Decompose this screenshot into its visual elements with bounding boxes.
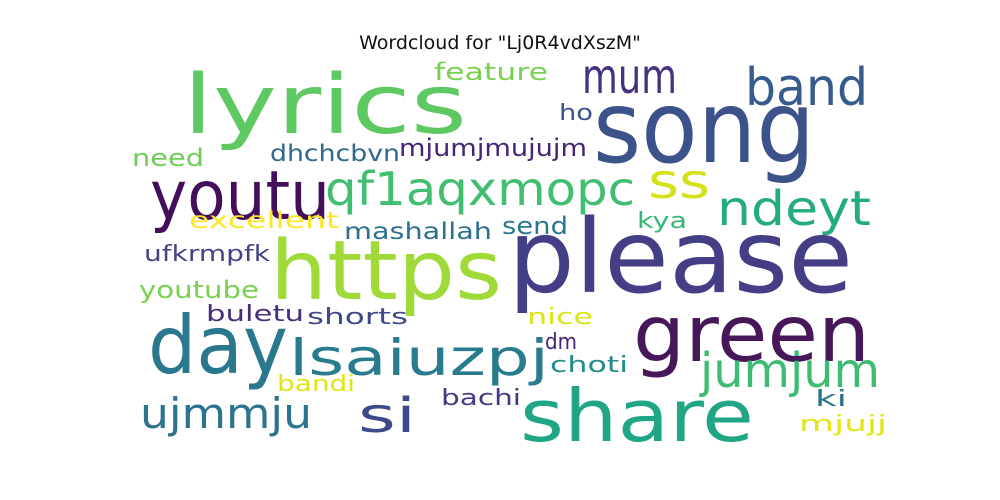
word-dm: dm	[545, 330, 577, 355]
word-excellent: excellent	[189, 208, 339, 234]
word-jumjum: jumjum	[699, 343, 880, 399]
chart-title: Wordcloud for "Lj0R4vdXszM"	[359, 32, 641, 54]
word-feature: feature	[434, 58, 548, 86]
word-youtube: youtube	[139, 276, 259, 304]
word-ufkrmpfk: ufkrmpfk	[144, 242, 270, 267]
word-day: day	[148, 299, 288, 392]
word-mum: mum	[582, 49, 677, 105]
word-share: share	[520, 374, 754, 458]
word-mashallah: mashallah	[344, 219, 492, 245]
word-song: song	[593, 69, 815, 186]
word-mjumjmujujm: mjumjmujujm	[399, 134, 587, 162]
word-ss: ss	[648, 154, 710, 210]
word-bachi: bachi	[441, 386, 521, 411]
word-ujmmju: ujmmju	[140, 389, 312, 438]
word-bandi: bandi	[277, 372, 355, 397]
word-kya: kya	[637, 209, 687, 234]
word-buletu: buletu	[206, 302, 304, 327]
word-choti: choti	[550, 353, 628, 378]
word-need: need	[132, 144, 204, 172]
word-green: green	[633, 290, 870, 380]
word-dhchcbvn: dhchcbvn	[270, 141, 400, 167]
word-lyrics: lyrics	[183, 58, 467, 153]
word-qf1aqxmopc: qf1aqxmopc	[325, 162, 635, 216]
word-youtu: youtu	[150, 157, 330, 236]
word-ho: ho	[559, 101, 593, 126]
word-please: please	[508, 198, 853, 317]
word-si: si	[358, 388, 416, 444]
word-shorts: shorts	[307, 305, 408, 330]
word-https: https	[270, 224, 502, 319]
word-mjujj: mjujj	[799, 412, 887, 437]
word-nice: nice	[527, 305, 593, 330]
word-lsaiuzpj: lsaiuzpj	[289, 329, 549, 387]
word-band: band	[745, 58, 868, 118]
word-ki: ki	[815, 387, 847, 412]
word-send: send	[502, 212, 568, 240]
word-ndeyt: ndeyt	[717, 181, 871, 237]
